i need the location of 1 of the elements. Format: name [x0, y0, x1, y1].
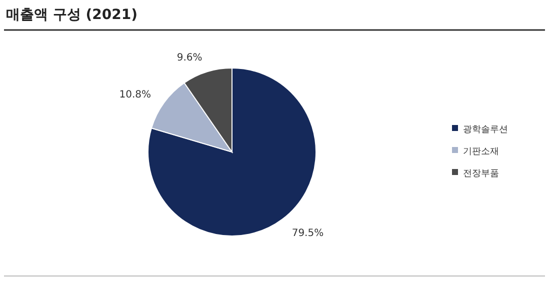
- title: 매출액 구성 (2021): [6, 7, 138, 23]
